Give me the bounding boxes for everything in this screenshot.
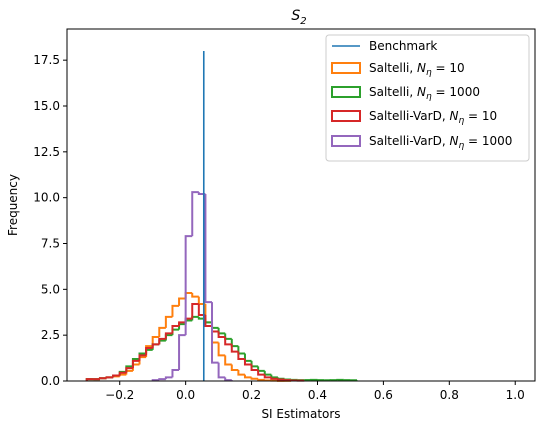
histogram-bin — [178, 297, 186, 306]
histogram-bin — [276, 378, 285, 381]
histogram-bin — [112, 374, 120, 378]
histogram-bin — [237, 351, 245, 360]
histogram-bin — [171, 369, 180, 378]
histogram-bin — [230, 364, 239, 371]
legend-series-swatch — [331, 110, 361, 122]
histogram-bin — [98, 377, 107, 380]
histogram-bin — [257, 370, 265, 376]
histogram-bin — [158, 378, 166, 381]
histogram-bin — [270, 377, 278, 380]
histogram-bin — [178, 334, 186, 370]
y-tick-label: 7.5 — [41, 237, 60, 251]
chart-title: S2 — [291, 8, 306, 27]
legend-series-swatch — [331, 135, 361, 147]
histogram-bin — [105, 376, 114, 379]
histogram-bin — [243, 359, 252, 366]
histogram-series-3 — [85, 303, 306, 382]
histogram-bin — [151, 336, 160, 347]
histogram-bin — [178, 321, 186, 326]
y-tick-label: 12.5 — [33, 145, 60, 159]
histogram-bin — [217, 362, 226, 379]
histogram-bin — [217, 342, 226, 357]
histogram-bin — [243, 374, 252, 379]
x-tick-label: 0.8 — [440, 388, 459, 402]
x-tick-label: 0.2 — [242, 388, 261, 402]
histogram-bin — [151, 343, 160, 348]
histogram-bin — [263, 374, 272, 379]
y-tick-label: 15.0 — [33, 99, 60, 113]
histogram-bin — [158, 337, 166, 345]
legend-series-swatch — [331, 62, 361, 74]
legend-series-swatch — [331, 86, 361, 98]
y-tick-label: 5.0 — [41, 282, 60, 296]
histogram-bin — [263, 370, 272, 376]
histogram-bin — [118, 371, 127, 376]
legend-benchmark-label: Benchmark — [369, 39, 437, 53]
histogram-bin — [184, 235, 193, 336]
histogram-bin — [164, 332, 173, 339]
plot-area-frame — [66, 28, 536, 382]
histogram-bin — [138, 354, 147, 361]
y-axis-ticks: 0.0 2.5 5.0 7.5 10.0 12.5 15.0 17.5 — [33, 53, 67, 388]
histogram-bin — [270, 374, 278, 379]
histogram-bin — [164, 315, 173, 328]
x-tick-label: 0.6 — [374, 388, 393, 402]
y-tick-label: 0.0 — [41, 374, 60, 388]
x-tick-label: 0.0 — [176, 388, 195, 402]
histogram-bin — [131, 359, 140, 369]
histogram-bin — [263, 379, 272, 382]
chart-title-subscript: 2 — [300, 16, 306, 27]
histogram-bin — [191, 303, 199, 319]
histogram-bin — [224, 337, 232, 346]
histogram-bin — [283, 379, 292, 382]
x-tick-label: 1.0 — [506, 388, 525, 402]
y-tick-label: 10.0 — [33, 191, 60, 205]
legend-series-label: Saltelli, Nη = 1000 — [369, 85, 480, 102]
y-axis-label: Frequency — [6, 174, 20, 236]
histogram-bin — [224, 377, 232, 382]
histogram-bin — [191, 191, 199, 237]
histogram-bin — [250, 377, 259, 380]
histogram-bin — [230, 344, 239, 353]
histogram-bin — [204, 315, 213, 327]
x-tick-label: 0.4 — [308, 388, 327, 402]
histogram-series-1 — [85, 292, 293, 382]
chart-title-main: S — [291, 8, 300, 24]
histogram-bin — [158, 326, 166, 337]
histogram-bin — [211, 302, 219, 364]
histogram-bin — [204, 194, 213, 304]
series-layer — [85, 191, 359, 382]
legend-series-label: Saltelli-VarD, Nη = 10 — [369, 109, 497, 126]
histogram-bin — [171, 304, 180, 317]
histogram-bin — [191, 293, 199, 298]
histogram-bin — [85, 378, 94, 381]
legend-box — [325, 34, 530, 162]
legend: Benchmark Saltelli, Nη = 10 Saltelli, Nη =… — [325, 34, 530, 162]
histogram-bin — [250, 364, 259, 371]
legend-series-label: Saltelli-VarD, Nη = 1000 — [369, 134, 512, 151]
x-axis-label: SI Estimators — [261, 407, 340, 421]
legend-series-label: Saltelli, Nη = 10 — [369, 61, 465, 78]
x-axis-ticks: −0.2 0.0 0.2 0.4 0.6 0.8 1.0 — [105, 381, 525, 402]
histogram-bin — [257, 378, 265, 381]
histogram-bin — [237, 370, 245, 376]
histogram-bin — [164, 376, 173, 380]
histogram-bin — [145, 347, 153, 356]
histogram-bin — [171, 325, 180, 334]
histogram-bin — [217, 331, 226, 338]
y-tick-label: 2.5 — [41, 328, 60, 342]
histogram-series-4 — [151, 191, 233, 382]
x-tick-label: −0.2 — [105, 388, 134, 402]
histogram-bin — [224, 355, 232, 366]
histogram-bin — [125, 367, 133, 373]
y-tick-label: 17.5 — [33, 53, 60, 67]
